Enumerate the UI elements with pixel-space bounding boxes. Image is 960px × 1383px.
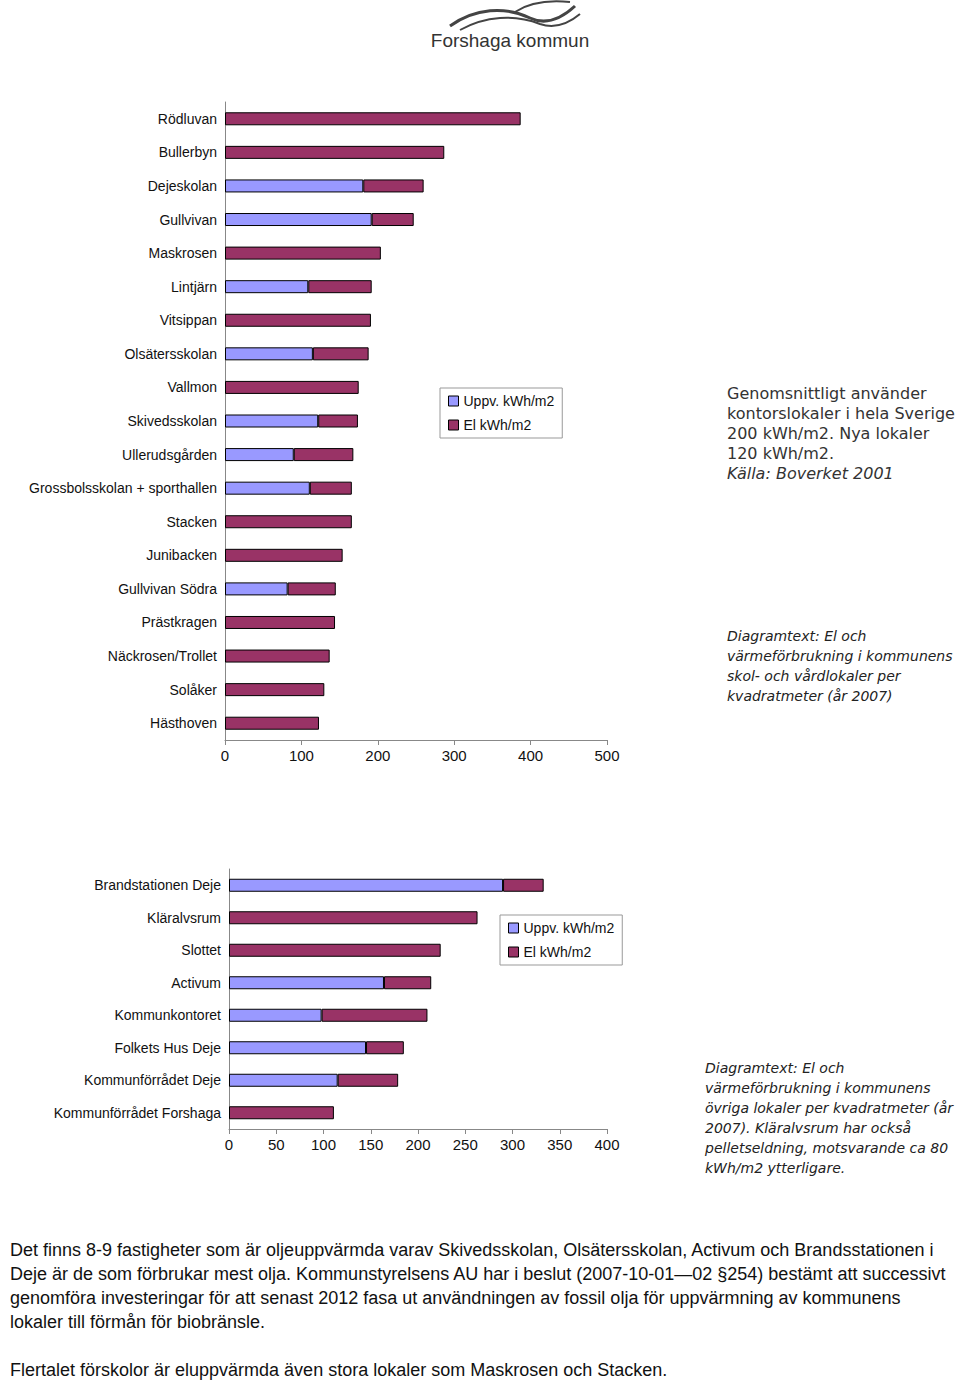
svg-text:Stacken: Stacken (166, 514, 217, 530)
svg-text:300: 300 (442, 747, 467, 764)
svg-text:El kWh/m2: El kWh/m2 (524, 944, 592, 960)
svg-text:Uppv. kWh/m2: Uppv. kWh/m2 (524, 920, 615, 936)
svg-text:50: 50 (268, 1136, 285, 1153)
svg-text:Folkets Hus Deje: Folkets Hus Deje (114, 1040, 221, 1056)
html-text:Diagramtext: El och värmeförbr: Diagramtext: El och värmeförbrukning i k… (705, 1060, 953, 1176)
html-text:Det finns 8-9 fastigheter som: Det finns 8-9 fastigheter som är oljeupp… (10, 1240, 946, 1332)
svg-text:200: 200 (405, 1136, 430, 1153)
svg-text:Rödluvan: Rödluvan (158, 111, 217, 127)
svg-text:Hästhoven: Hästhoven (150, 715, 217, 731)
svg-text:Skivedsskolan: Skivedsskolan (128, 413, 218, 429)
svg-text:400: 400 (518, 747, 543, 764)
html-text:Genomsnittligt använder kontor: Genomsnittligt använder kontorslokaler i… (727, 384, 955, 463)
svg-text:Gullvivan Södra: Gullvivan Södra (118, 581, 217, 597)
svg-text:400: 400 (594, 1136, 619, 1153)
svg-text:Kommunförrådet Forshaga: Kommunförrådet Forshaga (54, 1105, 222, 1121)
svg-text:Lintjärn: Lintjärn (171, 279, 217, 295)
svg-text:Slottet: Slottet (181, 942, 221, 958)
svg-text:0: 0 (221, 747, 229, 764)
html-text:Diagramtext: El och värmeförbr: Diagramtext: El och värmeförbrukning i k… (727, 628, 953, 704)
svg-text:Solåker: Solåker (170, 682, 218, 698)
svg-text:250: 250 (453, 1136, 478, 1153)
svg-text:Prästkragen: Prästkragen (142, 614, 217, 630)
svg-text:Vitsippan: Vitsippan (160, 312, 217, 328)
svg-text:Vallmon: Vallmon (167, 379, 217, 395)
svg-text:300: 300 (500, 1136, 525, 1153)
html-text:Flertalet förskolor är eluppvä: Flertalet förskolor är eluppvärmda även … (10, 1360, 668, 1380)
svg-text:500: 500 (594, 747, 619, 764)
svg-text:Brandstationen Deje: Brandstationen Deje (94, 877, 221, 893)
svg-text:Kommunkontoret: Kommunkontoret (114, 1007, 221, 1023)
svg-text:350: 350 (547, 1136, 572, 1153)
svg-text:El kWh/m2: El kWh/m2 (464, 417, 532, 433)
svg-text:150: 150 (358, 1136, 383, 1153)
html-text:Forshaga kommun: Forshaga kommun (430, 30, 590, 51)
svg-text:200: 200 (365, 747, 390, 764)
svg-text:Ullerudsgården: Ullerudsgården (122, 447, 217, 463)
svg-text:Näckrosen/Trollet: Näckrosen/Trollet (108, 648, 217, 664)
svg-text:0: 0 (225, 1136, 233, 1153)
svg-text:Activum: Activum (171, 975, 221, 991)
svg-text:100: 100 (311, 1136, 336, 1153)
svg-text:Olsätersskolan: Olsätersskolan (124, 346, 217, 362)
svg-text:Uppv. kWh/m2: Uppv. kWh/m2 (464, 393, 555, 409)
svg-text:Junibacken: Junibacken (146, 547, 217, 563)
svg-text:Grossbolsskolan + sporthallen: Grossbolsskolan + sporthallen (29, 480, 217, 496)
svg-text:Kommunförrådet Deje: Kommunförrådet Deje (84, 1072, 221, 1088)
html-text:Källa: Boverket 2001: Källa: Boverket 2001 (727, 464, 894, 483)
svg-text:Kläralvsrum: Kläralvsrum (147, 910, 221, 926)
svg-text:Dejeskolan: Dejeskolan (148, 178, 217, 194)
svg-text:100: 100 (289, 747, 314, 764)
svg-text:Bullerbyn: Bullerbyn (159, 144, 217, 160)
svg-text:Gullvivan: Gullvivan (159, 212, 217, 228)
svg-text:Maskrosen: Maskrosen (149, 245, 217, 261)
